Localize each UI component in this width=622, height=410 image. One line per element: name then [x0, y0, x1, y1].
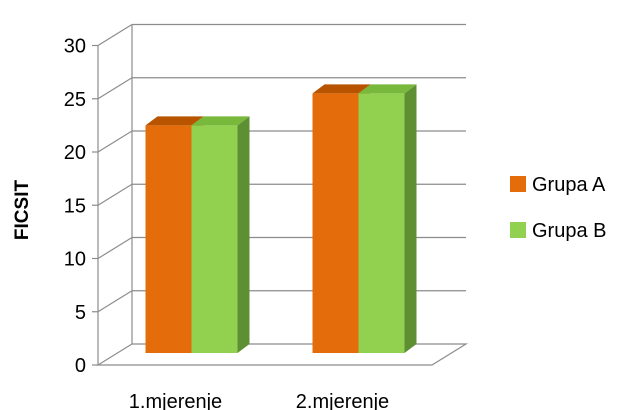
- bar-side: [404, 84, 417, 354]
- bar-front: [358, 93, 405, 354]
- legend: Grupa A Grupa B: [510, 174, 606, 242]
- bar: [358, 84, 417, 354]
- bar-top: [191, 116, 250, 126]
- y-tick-label: 15: [64, 195, 86, 217]
- legend-label: Grupa A: [532, 174, 606, 196]
- y-axis-title: FICSIT: [12, 180, 33, 241]
- chart-floor: [95, 343, 469, 366]
- y-tick-label: 30: [64, 36, 86, 58]
- x-axis-ticks: 1.mjerenje 2.mjerenje: [129, 391, 389, 410]
- legend-item: Grupa A: [510, 174, 606, 196]
- legend-swatch: [510, 222, 526, 238]
- gridline-side: [97, 290, 133, 313]
- bar-side: [237, 116, 250, 353]
- x-tick-label: 2.mjerenje: [296, 391, 389, 410]
- gridline-side: [97, 130, 133, 153]
- bar-top: [358, 84, 417, 94]
- bar-front: [312, 93, 359, 354]
- bar: [191, 116, 250, 353]
- bars: [145, 84, 417, 354]
- y-axis-ticks: 0 5 10 15 20 25 30: [64, 36, 98, 377]
- y-tick-label: 5: [75, 302, 86, 324]
- bar-front: [191, 125, 238, 353]
- bar-front: [145, 125, 192, 353]
- gridline-side: [97, 236, 133, 260]
- y-tick-label: 25: [64, 89, 86, 111]
- gridline-side: [97, 23, 133, 47]
- y-tick-label: 20: [64, 142, 86, 164]
- legend-label: Grupa B: [532, 220, 606, 242]
- bar-top: [145, 116, 204, 126]
- legend-swatch: [510, 176, 526, 192]
- gridline-side: [97, 183, 133, 206]
- bar-top: [312, 84, 371, 94]
- x-tick-label: 1.mjerenje: [129, 391, 222, 410]
- legend-item: Grupa B: [510, 220, 606, 242]
- gridline-side: [97, 77, 133, 100]
- y-tick-label: 0: [75, 355, 86, 377]
- y-tick-label: 10: [64, 249, 86, 271]
